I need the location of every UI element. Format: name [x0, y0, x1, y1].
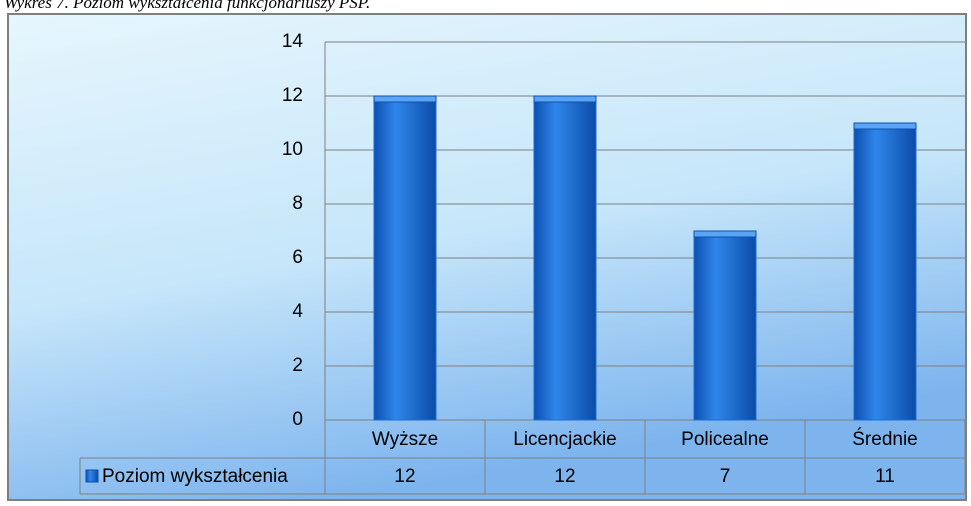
x-tick-label: Wyższe [372, 429, 438, 450]
chart-frame [7, 13, 967, 501]
x-tick-label: Średnie [852, 428, 918, 450]
table-value: 12 [554, 466, 575, 487]
y-tick-label: 4 [292, 301, 303, 322]
x-tick-label: Licencjackie [513, 429, 617, 450]
bar-cap [853, 122, 917, 130]
bar [373, 95, 437, 421]
chart-title: Wykres 7. Poziom wykształcenia funkcjona… [4, 0, 370, 12]
y-tick-label: 6 [292, 247, 303, 268]
bar-cap [693, 230, 757, 238]
legend-label: Poziom wykształcenia [102, 466, 288, 487]
legend-swatch [85, 469, 99, 483]
bar-cap [373, 95, 437, 103]
table-value: 12 [394, 466, 415, 487]
y-tick-label: 12 [282, 85, 303, 106]
table-value: 11 [875, 466, 895, 487]
x-tick-label: Policealne [681, 429, 769, 450]
y-tick-label: 2 [292, 355, 303, 376]
bar-cap [533, 95, 597, 103]
y-tick-label: 14 [282, 31, 304, 52]
y-tick-label: 0 [292, 409, 303, 430]
bar [693, 230, 757, 421]
y-tick-label: 10 [282, 139, 303, 160]
table-value: 7 [720, 466, 731, 487]
y-tick-label: 8 [292, 193, 303, 214]
bar [533, 95, 597, 421]
bar [853, 122, 917, 421]
